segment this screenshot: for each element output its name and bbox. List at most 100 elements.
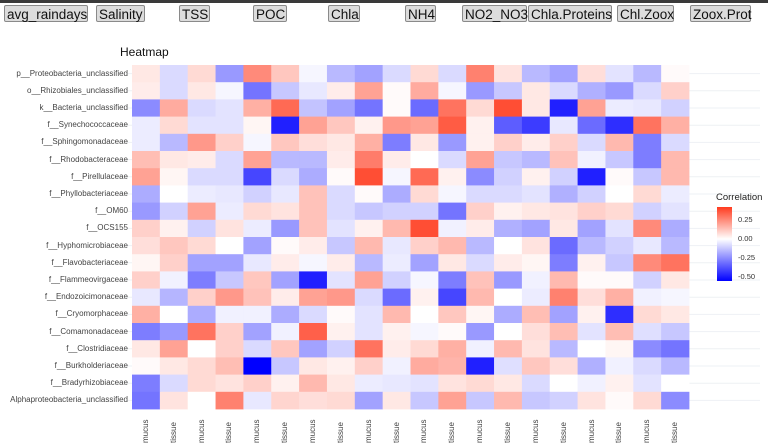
heatmap-cell <box>271 357 300 375</box>
heatmap-cell <box>494 237 523 255</box>
heatmap-cell <box>215 391 244 410</box>
heatmap-cell <box>299 202 328 221</box>
variable-button-avg-raindays[interactable]: avg_raindays <box>4 5 88 22</box>
heatmap-cell <box>466 219 495 238</box>
heatmap-cell <box>410 254 439 272</box>
heatmap-cell <box>549 219 578 238</box>
heatmap-cell <box>382 237 411 255</box>
heatmap-cell <box>326 168 356 186</box>
heatmap-cell <box>577 305 606 324</box>
variable-button-tss[interactable]: TSS <box>179 5 210 22</box>
row-label: p__Proteobacteria_unclassified <box>16 68 128 78</box>
heatmap-cell <box>549 391 578 410</box>
heatmap-cell <box>187 151 216 169</box>
heatmap-cell <box>521 133 551 152</box>
heatmap-cell <box>382 82 411 100</box>
heatmap-cell <box>549 151 578 169</box>
variable-button-chla-proteins[interactable]: Chla.Proteins <box>528 5 612 22</box>
heatmap-cell <box>577 151 606 169</box>
heatmap-cell <box>215 374 244 393</box>
heatmap-cell <box>605 323 634 341</box>
heatmap-cell <box>354 65 384 83</box>
heatmap-cell <box>494 323 523 341</box>
heatmap-cell <box>354 288 384 307</box>
heatmap-cell <box>577 391 606 410</box>
heatmap-cell <box>243 219 272 238</box>
heatmap-cell <box>215 288 244 307</box>
heatmap-cell <box>410 323 439 341</box>
heatmap-cell <box>410 151 439 169</box>
heatmap-cell <box>243 116 272 135</box>
heatmap-cell <box>577 340 606 358</box>
heatmap-cell <box>299 151 328 169</box>
row-label: Alphaproteobacteria_unclassified <box>10 395 128 405</box>
heatmap-cell <box>633 305 662 324</box>
heatmap-cell <box>494 357 523 375</box>
heatmap-cell <box>271 305 300 324</box>
row-label: f__Bradyrhizobiaceae <box>50 378 128 388</box>
heatmap-cell <box>605 82 634 100</box>
heatmap-cell <box>132 219 161 238</box>
variable-button-nh4[interactable]: NH4 <box>405 5 436 22</box>
heatmap-cell <box>159 288 189 307</box>
heatmap-cell <box>494 202 523 221</box>
variable-button-poc[interactable]: POC <box>253 5 287 22</box>
heatmap-cell <box>132 323 161 341</box>
heatmap-cell <box>521 82 551 100</box>
variable-button-no2-no3[interactable]: NO2_NO3 <box>462 5 528 22</box>
variable-button-zoox-prot[interactable]: Zoox.Prot <box>690 5 752 22</box>
heatmap-cell <box>326 65 356 83</box>
heatmap-cell <box>549 357 578 375</box>
heatmap-cell <box>132 374 161 393</box>
heatmap-cell <box>299 323 328 341</box>
heatmap-cell <box>410 237 439 255</box>
heatmap-cell <box>354 237 384 255</box>
heatmap-cell <box>132 288 161 307</box>
heatmap-cell <box>271 288 300 307</box>
heatmap-cell <box>271 133 300 152</box>
heatmap-cell <box>382 391 411 410</box>
variable-button-salinity[interactable]: Salinity <box>96 5 145 22</box>
heatmap-cell <box>159 202 189 221</box>
heatmap-cell <box>215 116 244 135</box>
heatmap-cell <box>271 99 300 117</box>
heatmap-cell <box>159 237 189 255</box>
heatmap-cell <box>549 99 578 117</box>
heatmap-cell <box>661 305 690 324</box>
heatmap-cell <box>633 168 662 186</box>
heatmap-cell <box>354 202 384 221</box>
heatmap-cell <box>438 305 467 324</box>
heatmap-cell <box>326 99 356 117</box>
heatmap-cell <box>438 288 467 307</box>
heatmap-cell <box>382 133 411 152</box>
heatmap-cell <box>271 151 300 169</box>
heatmap-cell <box>577 271 606 289</box>
heatmap-cell <box>521 288 551 307</box>
heatmap-cell <box>382 99 411 117</box>
heatmap-cell <box>661 116 690 135</box>
heatmap-cell <box>521 237 551 255</box>
heatmap-cell <box>661 374 690 393</box>
heatmap-cell <box>521 271 551 289</box>
column-label: mucus <box>586 419 596 443</box>
heatmap-cell <box>299 357 328 375</box>
heatmap-cell <box>577 99 606 117</box>
heatmap-cell <box>382 202 411 221</box>
heatmap-cell <box>438 82 467 100</box>
heatmap-cell <box>159 185 189 203</box>
variable-button-chla[interactable]: Chla <box>328 5 360 22</box>
row-label: f__Comamonadaceae <box>49 326 128 336</box>
heatmap-cell <box>549 168 578 186</box>
heatmap-cell <box>410 340 439 358</box>
heatmap-cell <box>633 219 662 238</box>
heatmap-cell <box>577 65 606 83</box>
heatmap-cell <box>661 271 690 289</box>
heatmap-cell <box>633 151 662 169</box>
heatmap-cell <box>633 99 662 117</box>
heatmap-cell <box>605 288 634 307</box>
heatmap-cell <box>549 133 578 152</box>
variable-button-chl-zoox[interactable]: Chl.Zoox <box>617 5 674 22</box>
heatmap-cell <box>187 323 216 341</box>
heatmap-cell <box>215 340 244 358</box>
